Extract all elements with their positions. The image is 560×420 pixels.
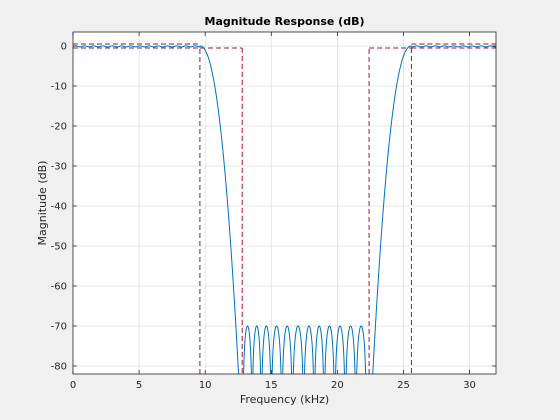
y-tick-label: -40 [51,202,67,213]
x-tick-label: 5 [136,380,142,391]
x-tick-label: 0 [70,380,76,391]
x-tick-label: 20 [331,380,344,391]
y-tick-label: -80 [51,362,67,373]
axes-background [73,32,496,374]
plot-area [73,43,496,374]
axis-ticks [72,32,496,374]
y-tick-label: -70 [51,322,67,333]
y-tick-label: -30 [51,162,67,173]
axes-box [72,31,497,375]
chart-title: Magnitude Response (dB) [205,15,365,28]
axis-tick-labels: 0 5 10 15 20 25 30 0 -10 -20 -30 -40 -50 -60 -70 -80 [51,42,476,392]
series-magnitude-response [73,45,496,374]
grid-lines [72,32,496,374]
x-axis-label: Frequency (kHz) [240,393,329,406]
x-tick-label: 15 [265,380,278,391]
y-tick-label: 0 [61,42,67,53]
y-tick-label: -20 [51,122,67,133]
y-axis-label: Magnitude (dB) [36,161,49,246]
y-tick-label: -50 [51,242,67,253]
y-tick-label: -10 [51,82,67,93]
y-tick-label: -60 [51,282,67,293]
specification-mask [73,43,496,374]
x-tick-label: 25 [397,380,410,391]
x-tick-label: 10 [199,380,212,391]
x-tick-label: 30 [463,380,476,391]
